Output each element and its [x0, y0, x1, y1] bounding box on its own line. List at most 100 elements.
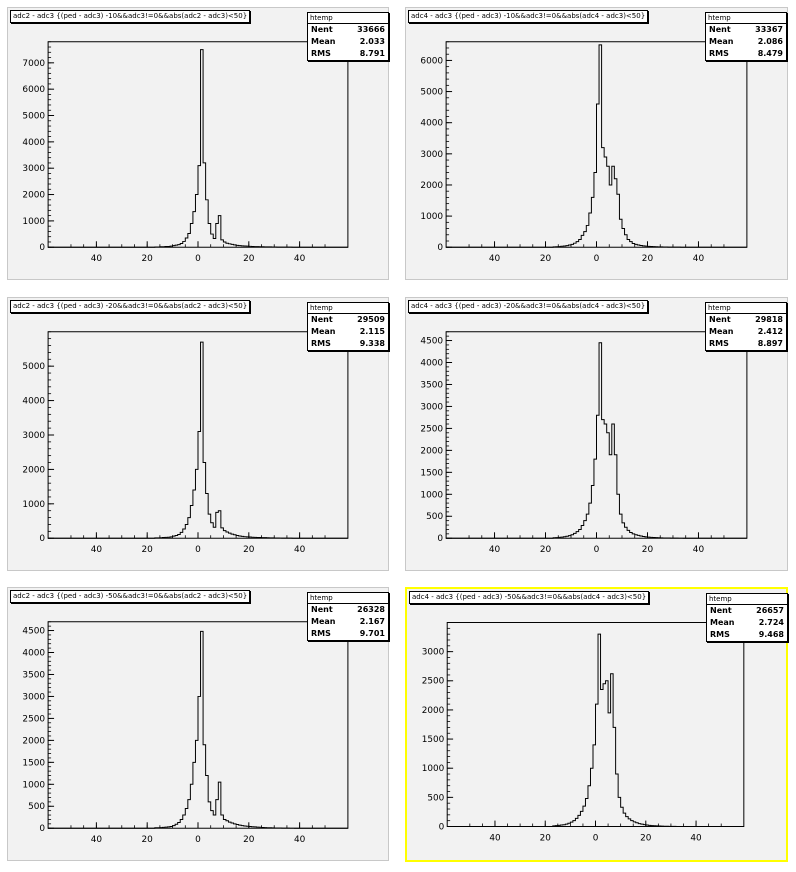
histogram-plot: 0 500 1000 1500 2000 2500 3000 3500 4000 4500 40 20…: [420, 331, 748, 555]
y-tick-label: 500: [426, 512, 443, 522]
x-tick-label: 0: [593, 833, 599, 843]
y-tick-label: 1500: [420, 468, 443, 478]
mean-value: 2.086: [757, 37, 783, 46]
y-tick-label: 0: [39, 243, 45, 253]
y-tick-label: 0: [437, 534, 443, 544]
y-tick-label: 4000: [22, 138, 45, 148]
mean-value: 2.115: [359, 327, 385, 336]
rms-label: RMS: [311, 49, 331, 58]
x-tick-label: 40: [489, 254, 501, 264]
y-tick-label: 0: [439, 822, 445, 832]
y-tick-label: 3000: [420, 402, 443, 412]
mean-value: 2.033: [359, 37, 385, 46]
y-tick-label: 1000: [22, 217, 45, 227]
histogram-bin: [602, 148, 605, 248]
histogram-title: adc4 - adc3 {(ped - adc3) -10&&adc3!=0&&…: [408, 10, 649, 23]
stats-box: htemp Nent 29509 Mean 2.115 RMS 9.338: [307, 302, 389, 351]
histogram-plot: 0 1000 2000 3000 4000 5000 6000 7000 40 20 0 20 40: [22, 41, 349, 264]
y-tick-label: 2500: [422, 677, 445, 687]
x-tick-label: 40: [294, 254, 306, 264]
y-tick-label: 4000: [420, 358, 443, 368]
stats-box: htemp Nent 29818 Mean 2.412 RMS 8.897: [705, 302, 787, 351]
histogram-title: adc4 - adc3 {(ped - adc3) -20&&adc3!=0&&…: [408, 300, 649, 313]
y-tick-label: 4500: [22, 627, 45, 637]
x-tick-label: 20: [540, 833, 552, 843]
y-tick-label: 5000: [22, 362, 45, 372]
mean-value: 2.412: [757, 327, 783, 336]
pad-6[interactable]: 0 500 1000 1500 2000 2500 3000 40 20 0 20 40 adc4 -…: [405, 587, 788, 862]
x-tick-label: 40: [91, 835, 103, 845]
y-tick-label: 2500: [420, 424, 443, 434]
x-tick-label: 0: [594, 254, 600, 264]
pad-2[interactable]: 0 1000 2000 3000 4000 5000 6000 40 20 0 20 40 adc4 …: [405, 7, 788, 280]
y-tick-label: 2000: [22, 736, 45, 746]
y-tick-label: 3000: [22, 431, 45, 441]
histogram-bin: [602, 420, 605, 539]
x-tick-label: 40: [690, 833, 702, 843]
pad-3[interactable]: 0 1000 2000 3000 4000 5000 40 20 0 20 40 adc2 - ad…: [7, 297, 389, 571]
histogram-plot: 0 1000 2000 3000 4000 5000 40 20 0 20 40: [22, 331, 349, 555]
stats-name: htemp: [308, 13, 388, 24]
mean-value: 2.167: [359, 617, 385, 626]
histogram-plot: 0 500 1000 1500 2000 2500 3000 40 20 0 20 40: [422, 622, 745, 843]
histogram-bin: [213, 527, 216, 538]
x-tick-label: 0: [195, 545, 201, 555]
histogram-line: [48, 341, 348, 539]
y-tick-label: 2000: [22, 191, 45, 201]
entries-value: 29818: [755, 315, 783, 324]
x-tick-label: 20: [243, 254, 255, 264]
histogram-plot: 0 1000 2000 3000 4000 5000 6000 40 20 0 20 40: [420, 41, 748, 264]
histogram-bin: [604, 157, 607, 247]
x-tick-label: 20: [243, 835, 255, 845]
histogram-bin: [609, 185, 612, 247]
x-tick-label: 20: [642, 254, 654, 264]
histogram-bin: [603, 684, 606, 827]
y-tick-label: 1000: [420, 212, 443, 222]
pad-1[interactable]: 0 1000 2000 3000 4000 5000 6000 7000 40 20 0 20 40 a…: [7, 7, 389, 280]
entries-value: 33367: [755, 25, 783, 34]
x-tick-label: 20: [540, 545, 552, 555]
stats-name: htemp: [308, 303, 388, 314]
entries-label: Nent: [311, 315, 333, 324]
y-tick-label: 3500: [22, 670, 45, 680]
y-tick-label: 3000: [420, 150, 443, 160]
y-tick-label: 3000: [22, 692, 45, 702]
x-tick-label: 20: [640, 833, 652, 843]
rms-label: RMS: [311, 629, 331, 638]
mean-label: Mean: [311, 617, 336, 626]
x-tick-label: 0: [195, 835, 201, 845]
mean-label: Mean: [709, 37, 734, 46]
y-tick-label: 2000: [22, 465, 45, 475]
histogram-line: [446, 342, 747, 539]
entries-value: 33666: [357, 25, 385, 34]
y-tick-label: 1000: [420, 490, 443, 500]
entries-label: Nent: [311, 605, 333, 614]
x-tick-label: 20: [540, 254, 552, 264]
pad-4[interactable]: 0 500 1000 1500 2000 2500 3000 3500 4000 4500 40 20…: [405, 297, 788, 571]
x-tick-label: 20: [142, 254, 154, 264]
y-tick-label: 1000: [22, 780, 45, 790]
entries-label: Nent: [709, 315, 731, 324]
histogram-plot: 0 500 1000 1500 2000 2500 3000 3500 4000 4500 40 20…: [22, 621, 349, 845]
entries-label: Nent: [709, 25, 731, 34]
y-tick-label: 6000: [420, 56, 443, 66]
entries-value: 26657: [756, 606, 784, 615]
rms-value: 8.791: [359, 49, 385, 58]
histogram-title: adc2 - adc3 {(ped - adc3) -20&&adc3!=0&&…: [10, 300, 251, 313]
x-tick-label: 40: [91, 254, 103, 264]
x-tick-label: 20: [142, 835, 154, 845]
y-tick-label: 1000: [422, 764, 445, 774]
y-tick-label: 3000: [422, 648, 445, 658]
mean-label: Mean: [710, 618, 735, 627]
entries-value: 29509: [357, 315, 385, 324]
rms-value: 8.479: [757, 49, 783, 58]
y-tick-label: 1500: [22, 758, 45, 768]
y-tick-label: 4500: [420, 337, 443, 347]
x-tick-label: 20: [243, 545, 255, 555]
x-tick-label: 40: [489, 545, 501, 555]
histogram-bin: [608, 713, 611, 827]
pad-5[interactable]: 0 500 1000 1500 2000 2500 3000 3500 4000 4500 40 20…: [7, 587, 389, 861]
x-tick-label: 20: [142, 545, 154, 555]
x-tick-label: 40: [91, 545, 103, 555]
stats-box: htemp Nent 26657 Mean 2.724 RMS 9.468: [706, 593, 788, 642]
